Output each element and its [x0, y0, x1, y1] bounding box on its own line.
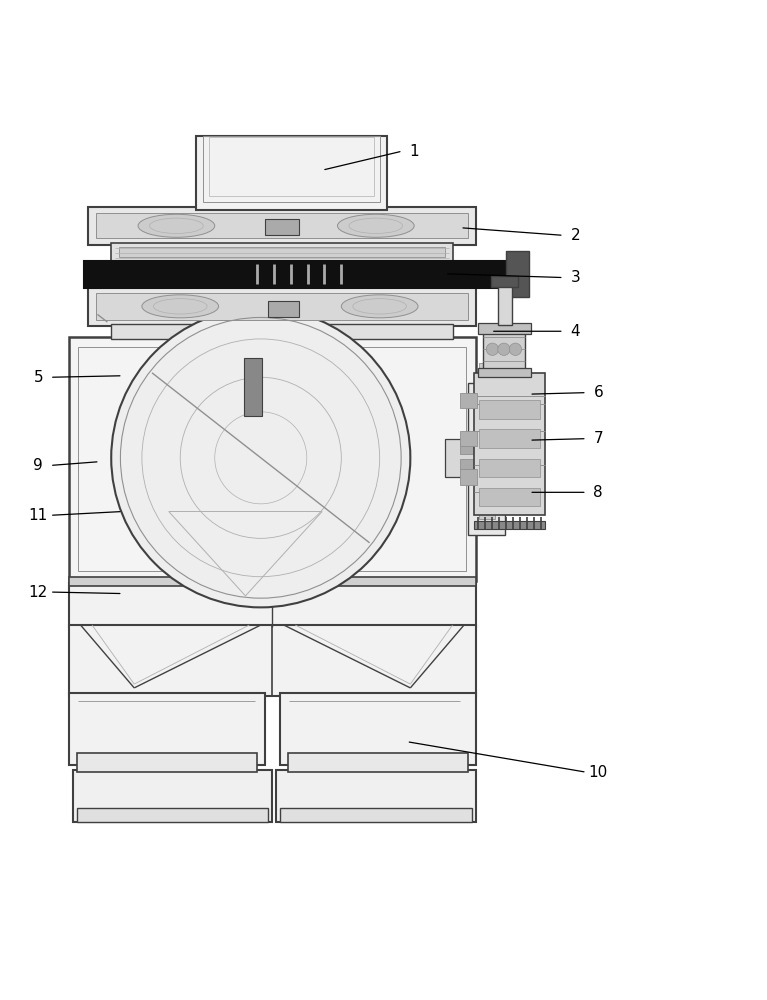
- Bar: [474, 521, 545, 529]
- Text: 11: 11: [28, 508, 48, 523]
- Bar: [69, 625, 476, 696]
- Bar: [280, 693, 476, 765]
- Text: 3: 3: [571, 270, 580, 285]
- Bar: [265, 219, 299, 235]
- Bar: [73, 770, 272, 822]
- Bar: [88, 287, 476, 326]
- Circle shape: [111, 308, 410, 607]
- Bar: [460, 431, 477, 446]
- Bar: [479, 363, 495, 373]
- Ellipse shape: [138, 214, 215, 237]
- Text: 7: 7: [594, 431, 603, 446]
- Bar: [77, 808, 268, 822]
- Bar: [78, 347, 466, 571]
- Bar: [483, 325, 525, 373]
- Bar: [268, 301, 299, 317]
- Bar: [111, 324, 453, 339]
- Bar: [460, 469, 477, 485]
- Bar: [479, 508, 495, 519]
- Text: 9: 9: [34, 458, 43, 473]
- Bar: [88, 207, 476, 245]
- Bar: [506, 251, 529, 297]
- Bar: [196, 136, 387, 210]
- Bar: [280, 808, 472, 822]
- Bar: [244, 358, 262, 416]
- Bar: [460, 459, 474, 469]
- Bar: [479, 429, 540, 448]
- Bar: [479, 459, 540, 477]
- Bar: [479, 432, 495, 442]
- Ellipse shape: [341, 295, 418, 318]
- Bar: [479, 400, 540, 419]
- Bar: [498, 285, 512, 325]
- Circle shape: [509, 343, 522, 355]
- Bar: [84, 261, 510, 288]
- Bar: [209, 137, 374, 196]
- Bar: [479, 488, 540, 506]
- Bar: [478, 368, 531, 377]
- Text: 10: 10: [588, 765, 608, 780]
- Text: 12: 12: [28, 585, 48, 600]
- Bar: [69, 337, 476, 581]
- Bar: [460, 443, 474, 454]
- Text: 8: 8: [594, 485, 603, 500]
- Ellipse shape: [337, 214, 414, 237]
- Bar: [96, 293, 468, 320]
- Bar: [288, 753, 468, 772]
- Bar: [96, 213, 468, 238]
- Bar: [491, 276, 518, 287]
- Bar: [479, 393, 495, 404]
- Circle shape: [486, 343, 499, 355]
- Bar: [445, 439, 487, 477]
- Text: 4: 4: [571, 324, 580, 339]
- Bar: [111, 243, 453, 261]
- Bar: [468, 383, 505, 535]
- Bar: [203, 136, 380, 202]
- Text: 2: 2: [571, 228, 580, 243]
- Bar: [69, 693, 265, 765]
- Bar: [69, 577, 476, 586]
- Text: 6: 6: [594, 385, 603, 400]
- Bar: [478, 323, 531, 334]
- Bar: [474, 373, 545, 515]
- Bar: [69, 583, 476, 627]
- Text: 5: 5: [34, 370, 43, 385]
- Ellipse shape: [142, 295, 219, 318]
- Bar: [77, 753, 257, 772]
- Bar: [276, 770, 476, 822]
- Text: 1: 1: [410, 144, 419, 159]
- Bar: [460, 393, 477, 408]
- Circle shape: [498, 343, 510, 355]
- Bar: [479, 470, 495, 481]
- Bar: [119, 247, 445, 257]
